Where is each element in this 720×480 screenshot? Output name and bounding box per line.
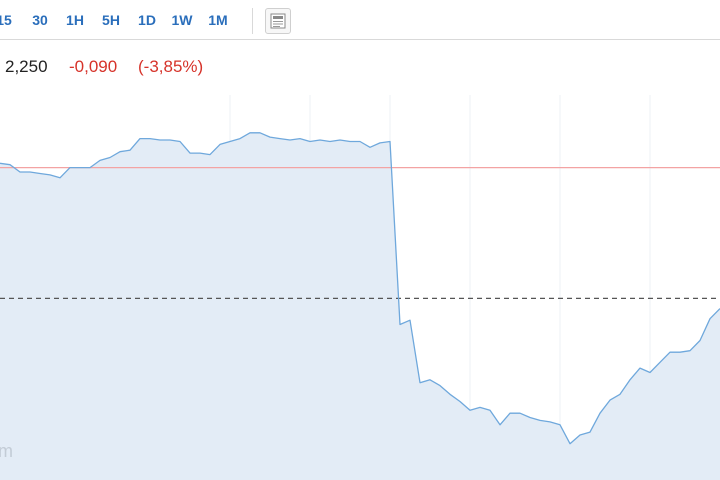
area-fill — [0, 132, 720, 480]
period-button[interactable]: 5H — [102, 12, 120, 28]
separator — [252, 8, 253, 34]
period-button[interactable]: 1W — [171, 12, 193, 28]
period-button[interactable]: 1D — [138, 12, 156, 28]
news-icon — [270, 13, 286, 29]
news-button[interactable] — [265, 8, 291, 34]
period-button[interactable]: 30 — [32, 12, 48, 28]
quote: 2,250 -0,090 (-3,85%) — [0, 57, 720, 81]
price-line — [0, 132, 720, 445]
watermark: m — [0, 441, 13, 461]
change: -0,090 — [69, 57, 118, 76]
period-button[interactable]: 15 — [0, 12, 12, 28]
price: 2,250 — [5, 57, 48, 76]
period-button[interactable]: 1H — [66, 12, 84, 28]
period-button[interactable]: 1M — [208, 12, 228, 28]
change-percent: (-3,85%) — [138, 57, 204, 76]
toolbar: 15 30 1H 5H 1D 1W 1M — [0, 0, 720, 40]
